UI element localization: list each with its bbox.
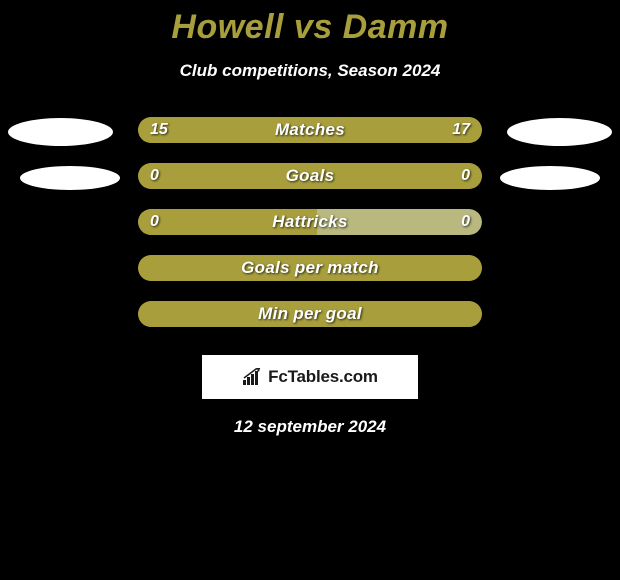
stat-value-right: 0 [461,209,470,235]
stat-value-right: 17 [452,117,470,143]
stat-row: Goals per match [0,255,620,301]
stat-row: Goals0 0 [0,163,620,209]
stat-value-right: 0 [461,163,470,189]
branding-text: FcTables.com [268,367,378,387]
stat-row: Matches15 17 [0,117,620,163]
chart-icon [242,368,264,386]
comparison-chart: Matches1517Goals00Hattricks00Goals per m… [0,117,620,347]
stat-label: Goals [138,163,482,189]
page-title: Howell vs Damm [0,0,620,47]
page-subtitle: Club competitions, Season 2024 [0,61,620,81]
player-right-oval [507,118,612,146]
stat-label: Hattricks [138,209,482,235]
stat-value-left: 0 [150,163,159,189]
stat-label: Matches [138,117,482,143]
stat-bar: Hattricks0 0 [138,209,482,235]
branding-badge: FcTables.com [202,355,418,399]
player-left-oval [20,166,120,190]
stat-bar: Min per goal [138,301,482,327]
stat-label: Min per goal [138,301,482,327]
stat-label: Goals per match [138,255,482,281]
stat-value-left: 0 [150,209,159,235]
player-right-oval [500,166,600,190]
stat-bar: Goals per match [138,255,482,281]
stat-bar: Matches15 17 [138,117,482,143]
stat-row: Min per goal [0,301,620,347]
stat-row: Hattricks0 0 [0,209,620,255]
date-text: 12 september 2024 [0,417,620,437]
stat-bar: Goals0 0 [138,163,482,189]
player-left-oval [8,118,113,146]
stat-value-left: 15 [150,117,168,143]
